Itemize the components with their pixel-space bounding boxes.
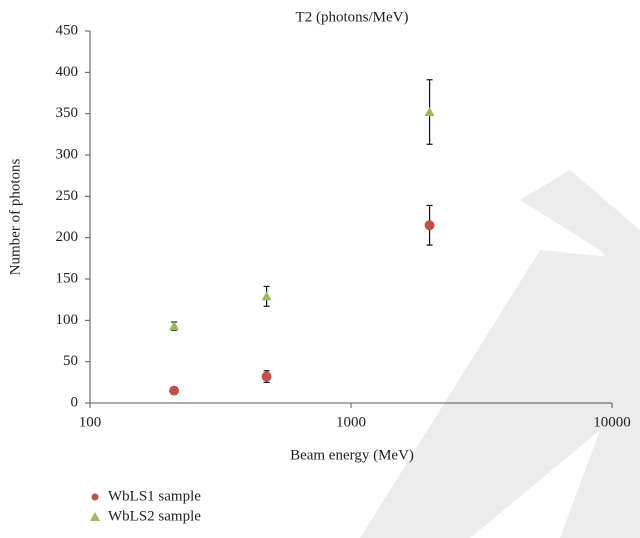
x-axis-label: Beam energy (MeV) [290,447,414,463]
legend-marker [91,493,99,501]
watermark [360,170,640,538]
y-tick-label: 0 [71,394,79,410]
legend-label: WbLS2 sample [108,508,201,524]
y-tick-label: 250 [56,188,79,204]
y-tick-label: 100 [56,312,79,328]
y-tick-label: 350 [56,105,79,121]
legend-marker [90,512,100,521]
y-tick-label: 200 [56,229,79,245]
watermark-shape [520,170,640,300]
watermark-shape [360,250,640,538]
data-point [261,291,272,301]
data-point [424,220,435,231]
data-point [261,371,272,382]
x-tick-label: 100 [79,414,102,430]
y-tick-label: 400 [56,64,79,80]
y-axis-label: Number of photons [7,159,23,276]
x-tick-label: 1000 [336,414,366,430]
y-tick-label: 450 [56,22,79,38]
data-point [169,321,180,331]
y-tick-label: 50 [63,353,78,369]
data-point [169,385,180,396]
data-point [424,107,435,117]
x-tick-label: 10000 [593,414,631,430]
chart-title: T2 (photons/MeV) [296,9,409,25]
y-tick-label: 300 [56,146,79,162]
legend-label: WbLS1 sample [108,488,201,504]
y-tick-label: 150 [56,270,79,286]
